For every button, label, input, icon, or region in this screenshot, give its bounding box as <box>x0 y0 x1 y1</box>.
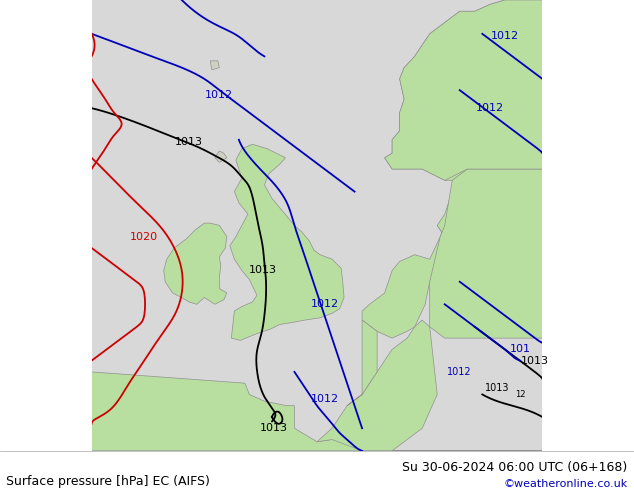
Text: Surface pressure [hPa] EC (AIFS): Surface pressure [hPa] EC (AIFS) <box>6 474 210 488</box>
Polygon shape <box>164 223 227 304</box>
Polygon shape <box>210 61 219 70</box>
Polygon shape <box>385 0 543 180</box>
Polygon shape <box>347 320 377 406</box>
Text: Su 30-06-2024 06:00 UTC (06+168): Su 30-06-2024 06:00 UTC (06+168) <box>403 461 628 474</box>
Polygon shape <box>385 0 543 180</box>
Polygon shape <box>362 225 452 338</box>
Text: 1013: 1013 <box>175 137 204 147</box>
Text: 1012: 1012 <box>205 90 233 99</box>
Polygon shape <box>230 144 344 341</box>
Polygon shape <box>430 169 543 338</box>
Text: 1013: 1013 <box>485 383 510 392</box>
Text: ©weatheronline.co.uk: ©weatheronline.co.uk <box>503 479 628 489</box>
Text: 1012: 1012 <box>476 103 504 113</box>
Polygon shape <box>317 320 437 451</box>
Text: 1012: 1012 <box>311 394 339 404</box>
Text: 1012: 1012 <box>448 367 472 377</box>
Text: 1012: 1012 <box>491 31 519 41</box>
Text: 1012: 1012 <box>311 299 339 309</box>
Text: 1013: 1013 <box>259 423 287 433</box>
Polygon shape <box>91 372 543 451</box>
Text: 1013: 1013 <box>249 266 277 275</box>
Text: 101: 101 <box>509 344 531 354</box>
Text: 1020: 1020 <box>130 232 158 242</box>
Polygon shape <box>215 151 227 162</box>
Text: 12: 12 <box>515 390 525 399</box>
Polygon shape <box>437 169 475 237</box>
Text: 1013: 1013 <box>521 356 549 366</box>
